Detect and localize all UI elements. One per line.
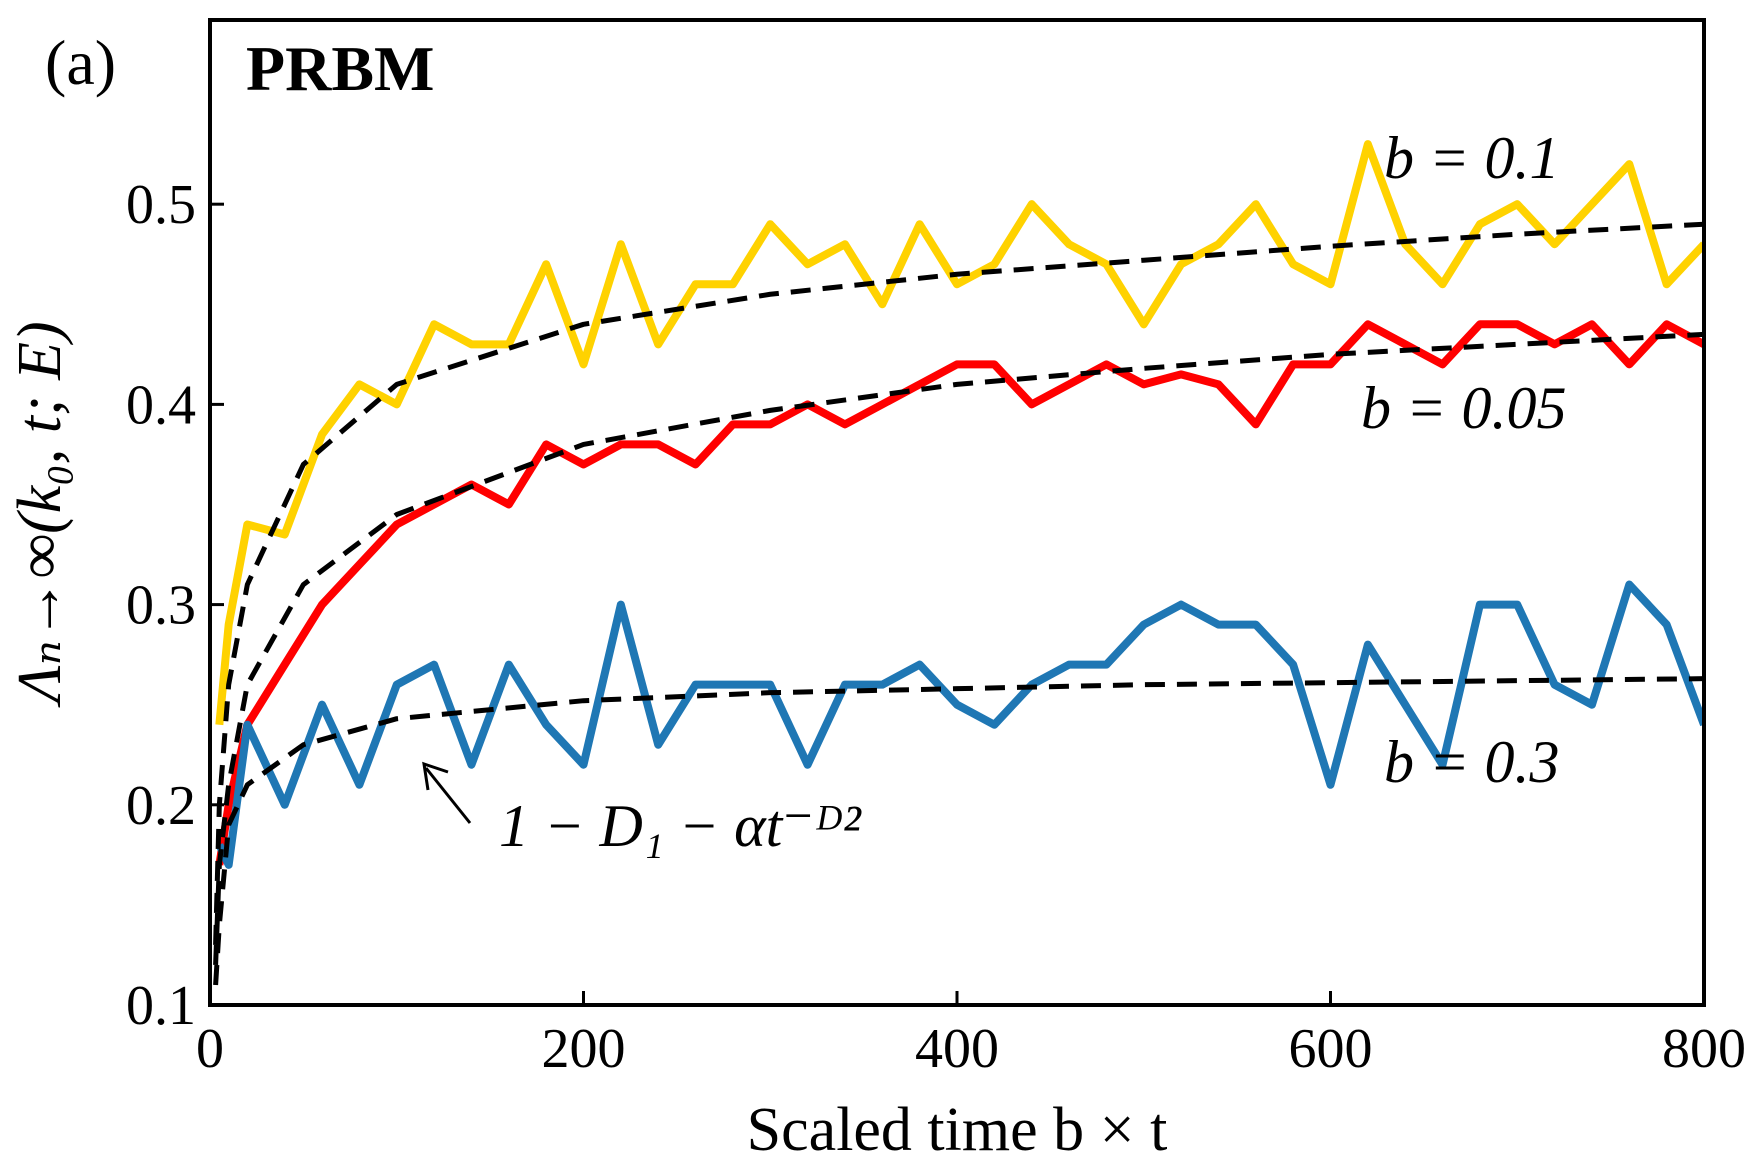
- x-tick-label: 200: [542, 1018, 626, 1080]
- x-tick-label: 800: [1662, 1018, 1746, 1080]
- fit-line: [213, 676, 1704, 986]
- x-axis-label: Scaled time b × t: [747, 1096, 1168, 1164]
- y-tick-label: 0.2: [126, 775, 196, 837]
- y-tick-label: 0.3: [126, 575, 196, 637]
- fit-line: [213, 331, 1704, 966]
- x-tick-label: 600: [1289, 1018, 1373, 1080]
- y-axis-label: Λₙ→∞(k₀, t; E): [6, 321, 74, 707]
- fit-line: [213, 221, 1704, 946]
- annotation: b = 0.3: [1384, 729, 1560, 795]
- x-tick-label: 0: [196, 1018, 224, 1080]
- annotation: (a): [45, 27, 116, 98]
- annotation-arrow: [424, 767, 472, 824]
- data-line: [215, 580, 1704, 869]
- plot-area: [213, 140, 1704, 986]
- y-tick-label: 0.5: [126, 174, 196, 236]
- annotation: 1 − D₁ − αt⁻ᴰ²: [499, 793, 862, 859]
- y-tick-label: 0.1: [126, 975, 196, 1037]
- x-tick-label: 400: [915, 1018, 999, 1080]
- annotation: b = 0.1: [1384, 125, 1560, 191]
- annotation-arrowhead: [422, 761, 449, 791]
- data-line: [215, 320, 1704, 866]
- annotation: PRBM: [246, 33, 434, 104]
- y-tick-label: 0.4: [126, 374, 196, 436]
- data-line: [215, 140, 1704, 726]
- annotation: b = 0.05: [1361, 375, 1567, 441]
